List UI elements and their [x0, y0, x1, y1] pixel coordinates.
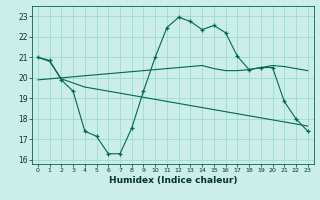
X-axis label: Humidex (Indice chaleur): Humidex (Indice chaleur)	[108, 176, 237, 185]
